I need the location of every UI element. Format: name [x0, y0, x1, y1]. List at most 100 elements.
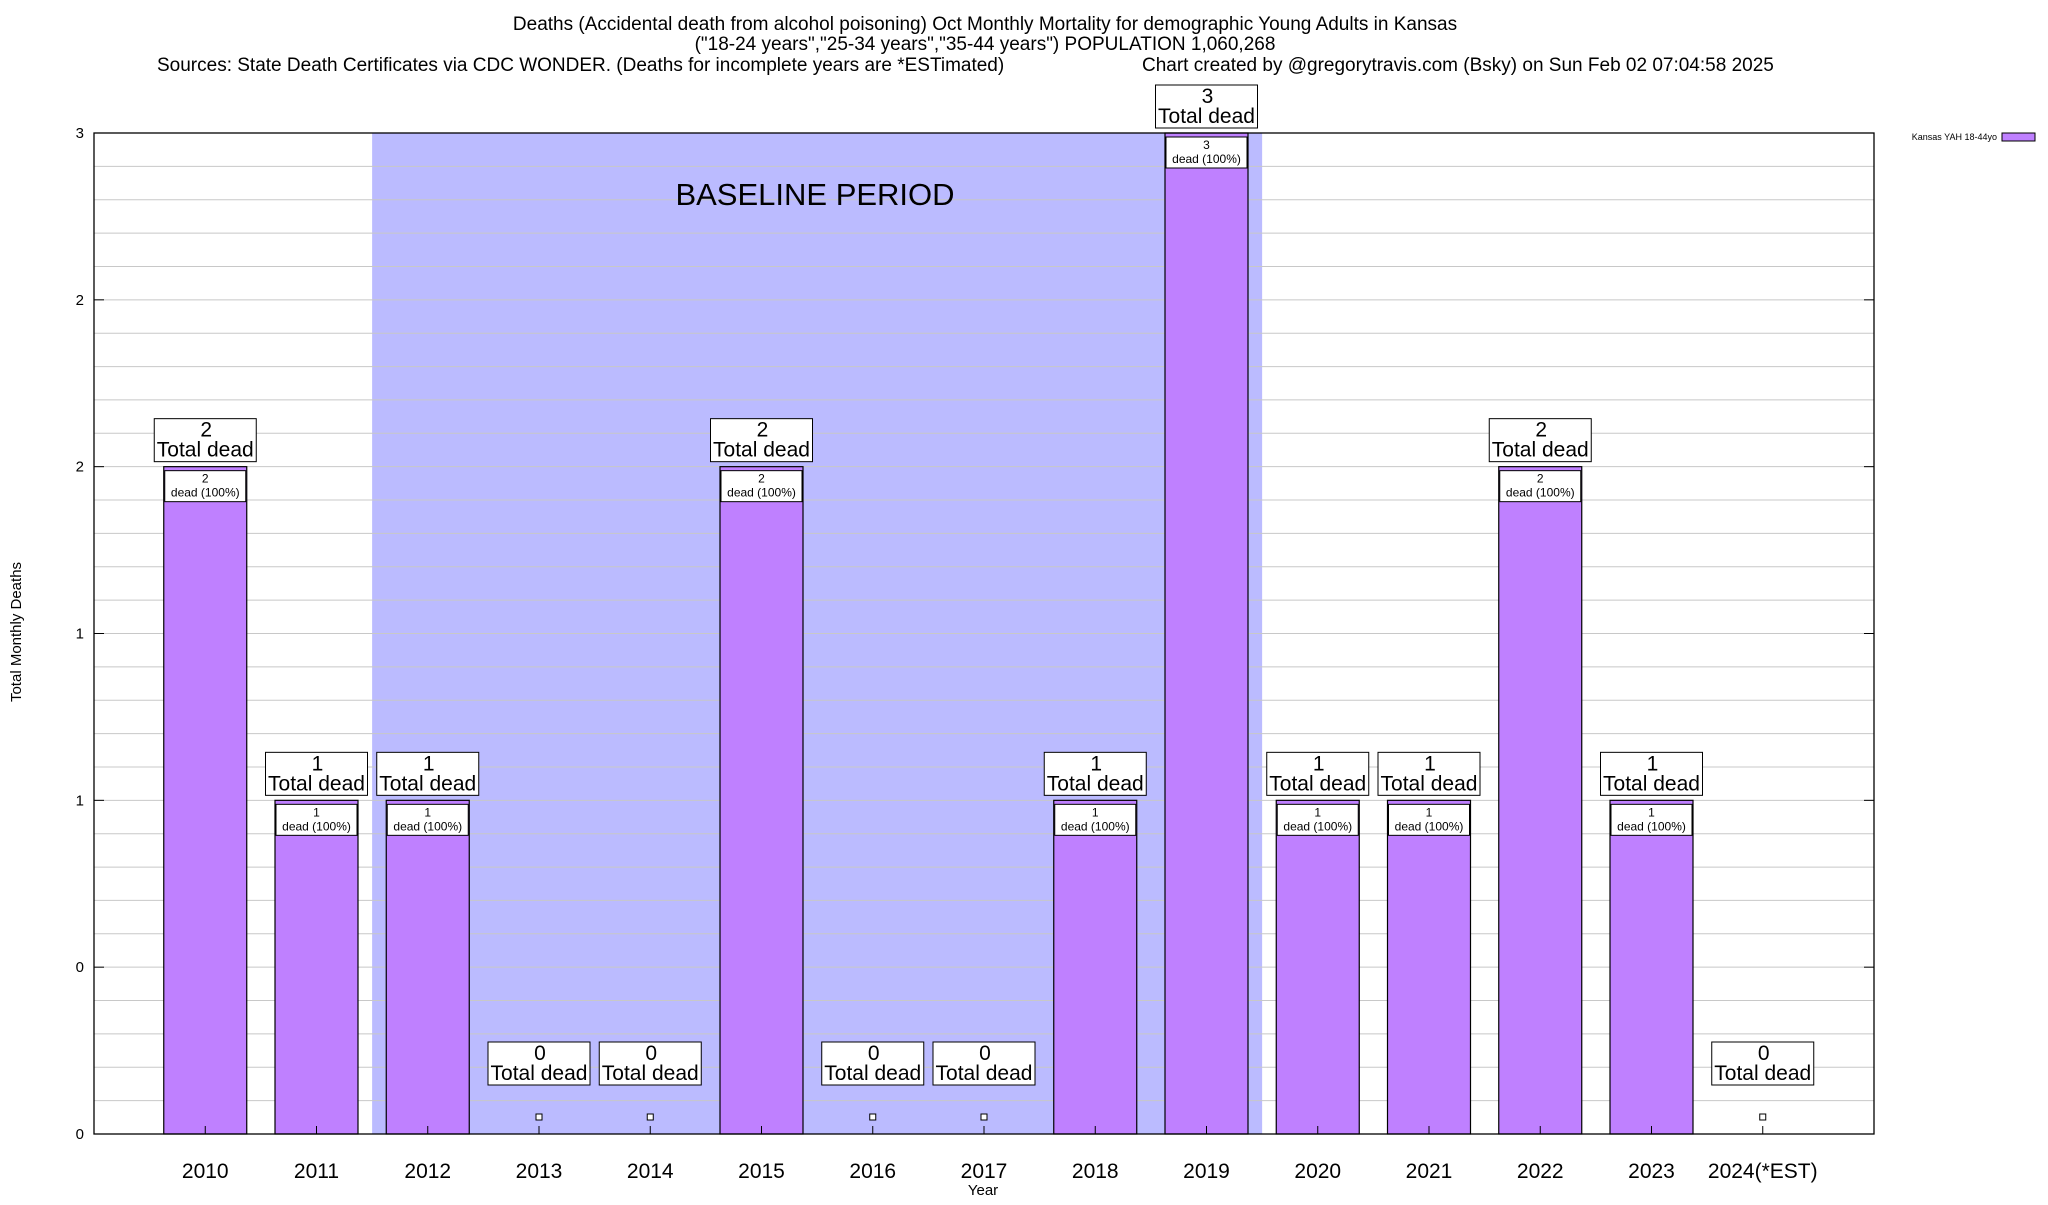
y-tick-label: 1 [76, 626, 84, 643]
bar-value-percent: dead (100%) [1617, 819, 1686, 833]
total-dead-text: Total dead [1381, 772, 1478, 795]
legend-swatch [2001, 132, 2036, 142]
x-tick-label: 2020 [1294, 1160, 1341, 1183]
bar [274, 799, 359, 1135]
zero-marker [535, 1113, 543, 1121]
bar-value-box [1054, 803, 1137, 836]
x-tick-label: 2023 [1628, 1160, 1675, 1183]
total-dead-text: Total dead [1492, 439, 1589, 462]
x-tick-label: 2017 [961, 1160, 1008, 1183]
y-tick-label: 2 [76, 292, 84, 309]
bar [163, 466, 248, 1135]
y-tick-label: 2 [76, 459, 84, 476]
zero-marker [1759, 1113, 1767, 1121]
chart-sources: Sources: State Death Certificates via CD… [157, 55, 1004, 76]
bar [1498, 466, 1583, 1135]
total-dead-text: Total dead [1269, 772, 1366, 795]
bar-value-count: 1 [313, 805, 320, 819]
bar-value-count: 1 [424, 805, 431, 819]
total-dead-box [598, 1041, 702, 1086]
total-dead-count: 1 [1313, 752, 1325, 775]
total-dead-box [821, 1041, 925, 1086]
total-dead-box [265, 751, 368, 796]
bar [1386, 799, 1472, 1135]
x-tick-label: 2012 [404, 1160, 451, 1183]
total-dead-count: 1 [1090, 752, 1102, 775]
total-dead-box [1711, 1041, 1815, 1086]
x-axis-label: Year [968, 1182, 998, 1199]
zero-marker [980, 1113, 988, 1121]
bar-value-count: 1 [1426, 805, 1433, 819]
total-dead-box [487, 1041, 591, 1086]
total-dead-count: 1 [312, 752, 324, 775]
baseline-period-label: BASELINE PERIOD [675, 177, 954, 212]
total-dead-count: 2 [757, 419, 769, 442]
total-dead-count: 3 [1202, 85, 1214, 108]
bar-value-count: 2 [1537, 472, 1544, 486]
total-dead-count: 0 [645, 1042, 657, 1065]
total-dead-box [932, 1041, 1036, 1086]
total-dead-count: 2 [200, 419, 212, 442]
bar-value-percent: dead (100%) [1395, 819, 1464, 833]
x-tick-label: 2021 [1406, 1160, 1453, 1183]
total-dead-count: 2 [1535, 419, 1547, 442]
bar-value-count: 2 [202, 472, 209, 486]
x-tick-label: 2010 [182, 1160, 229, 1183]
bar-value-box [164, 470, 247, 503]
bar-value-count: 1 [1314, 805, 1321, 819]
total-dead-text: Total dead [379, 772, 476, 795]
chart-credit: Chart created by @gregorytravis.com (Bsk… [1142, 55, 1774, 76]
total-dead-count: 1 [423, 752, 435, 775]
x-tick-label: 2016 [849, 1160, 896, 1183]
bar-value-box [720, 470, 803, 503]
total-dead-text: Total dead [268, 772, 365, 795]
total-dead-text: Total dead [824, 1062, 921, 1085]
total-dead-box [1488, 418, 1592, 463]
y-tick-label: 1 [76, 792, 84, 809]
x-tick-label: 2022 [1517, 1160, 1564, 1183]
bar-value-percent: dead (100%) [1506, 486, 1575, 500]
chart-title-line2: ("18-24 years","25-34 years","35-44 year… [695, 34, 1276, 55]
chart-title-line1: Deaths (Accidental death from alcohol po… [513, 14, 1457, 35]
total-dead-box [1266, 751, 1370, 796]
total-dead-text: Total dead [1158, 105, 1255, 128]
x-tick-label: 2018 [1072, 1160, 1119, 1183]
x-tick-label: 2015 [738, 1160, 785, 1183]
bar-value-count: 3 [1203, 138, 1210, 152]
x-tick-label: 2024(*EST) [1708, 1160, 1818, 1183]
x-tick-label: 2019 [1183, 1160, 1230, 1183]
x-tick-label: 2011 [294, 1160, 339, 1183]
total-dead-box [1043, 751, 1147, 796]
bar-value-percent: dead (100%) [171, 486, 240, 500]
bar-value-percent: dead (100%) [727, 486, 796, 500]
total-dead-text: Total dead [936, 1062, 1033, 1085]
bar-value-count: 1 [1648, 805, 1655, 819]
total-dead-text: Total dead [157, 439, 254, 462]
total-dead-count: 0 [534, 1042, 546, 1065]
total-dead-box [1600, 751, 1703, 796]
total-dead-count: 0 [868, 1042, 880, 1065]
bar-value-count: 1 [1092, 805, 1099, 819]
total-dead-count: 1 [1647, 752, 1659, 775]
zero-marker [646, 1113, 654, 1121]
total-dead-box [1155, 84, 1258, 129]
total-dead-text: Total dead [1047, 772, 1144, 795]
bar-value-box [1499, 470, 1582, 503]
bar-value-percent: dead (100%) [282, 819, 351, 833]
total-dead-box [1377, 751, 1481, 796]
total-dead-text: Total dead [602, 1062, 699, 1085]
total-dead-count: 1 [1424, 752, 1436, 775]
bar-value-percent: dead (100%) [1061, 819, 1130, 833]
bar-value-count: 2 [758, 472, 765, 486]
bar [385, 799, 470, 1135]
bar-value-percent: dead (100%) [1283, 819, 1352, 833]
total-dead-box [710, 418, 813, 463]
bar-value-box [275, 803, 358, 836]
y-axis-label: Total Monthly Deaths [8, 562, 25, 702]
total-dead-count: 0 [979, 1042, 991, 1065]
bar-value-box [1276, 803, 1359, 836]
total-dead-count: 0 [1758, 1042, 1770, 1065]
